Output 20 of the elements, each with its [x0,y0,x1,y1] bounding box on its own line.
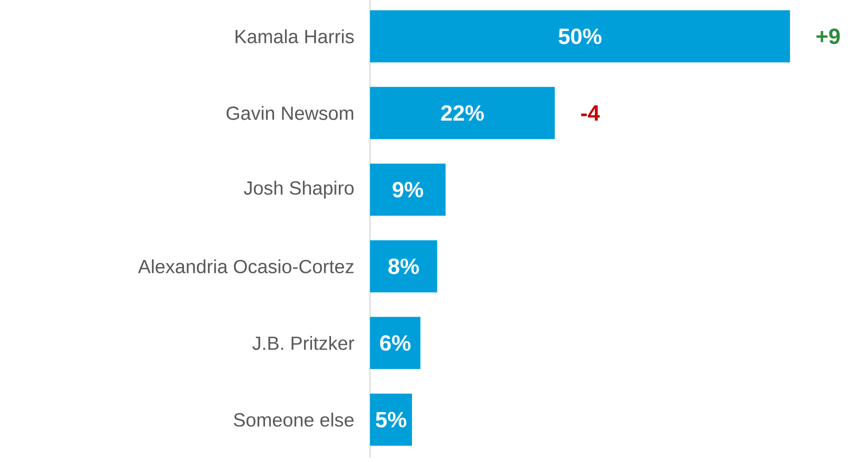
data-label: 5% [376,412,406,428]
bar [370,240,438,292]
y-tick-label: Gavin Newsom [226,106,354,120]
bar [370,164,446,216]
bar [370,86,555,140]
y-tick-label: Alexandria Ocasio-Cortez [138,259,354,274]
data-label: 22% [441,105,484,121]
bar [370,10,790,62]
bar [370,394,412,446]
data-label: 9% [392,182,424,198]
data-label: 6% [380,335,411,351]
data-label: 50% [558,28,602,44]
data-label: 8% [388,258,419,274]
annotation: +9 [816,28,840,44]
annotation: -4 [581,105,600,121]
y-tick-label: J.B. Pritzker [252,336,354,350]
y-tick-label: Someone else [234,412,354,427]
bar [370,316,420,370]
y-tick-label: Kamala Harris [236,29,354,44]
y-tick-label: Josh Shapiro [244,180,354,199]
